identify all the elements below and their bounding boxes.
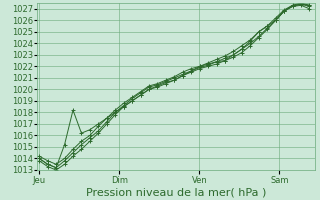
X-axis label: Pression niveau de la mer( hPa ): Pression niveau de la mer( hPa ) <box>86 187 266 197</box>
